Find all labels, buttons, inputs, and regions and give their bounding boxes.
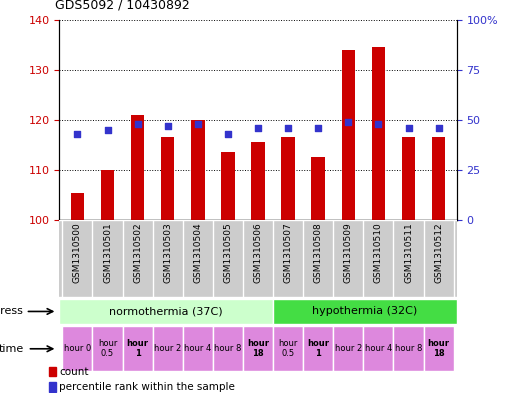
Text: GSM1310505: GSM1310505 [223,222,232,283]
Bar [153,326,183,371]
Point [103,127,111,133]
Text: hour
0.5: hour 0.5 [279,339,298,358]
Text: percentile rank within the sample: percentile rank within the sample [59,382,235,392]
Text: normothermia (37C): normothermia (37C) [109,307,223,316]
Text: hour 4: hour 4 [184,344,212,353]
Point [284,125,292,131]
Bar [183,326,213,371]
Bar [92,326,123,371]
Text: hour
18: hour 18 [428,339,449,358]
Bar [303,326,333,371]
Text: GDS5092 / 10430892: GDS5092 / 10430892 [55,0,190,12]
Bar [213,326,243,371]
Point [73,131,82,137]
Text: GSM1310511: GSM1310511 [404,222,413,283]
Bar [101,170,114,220]
Text: hour 4: hour 4 [365,344,392,353]
Text: hour 2: hour 2 [335,344,362,353]
Bar [123,326,153,371]
Text: GSM1310503: GSM1310503 [163,222,172,283]
Point [434,125,443,131]
Text: hour 8: hour 8 [395,344,422,353]
Point [374,121,382,127]
Bar [402,138,415,220]
Bar [59,299,273,324]
Text: GSM1310506: GSM1310506 [253,222,263,283]
Text: stress: stress [0,307,24,316]
Text: GSM1310502: GSM1310502 [133,222,142,283]
Bar [273,326,303,371]
Text: GSM1310512: GSM1310512 [434,222,443,283]
Bar [394,326,424,371]
Text: hour
1: hour 1 [126,339,149,358]
Text: hypothermia (32C): hypothermia (32C) [312,307,417,316]
Point [254,125,262,131]
Bar [221,152,235,220]
Text: hour
0.5: hour 0.5 [98,339,117,358]
Bar [312,158,325,220]
Bar [71,193,84,220]
Point [344,119,352,125]
Bar [161,138,174,220]
Point [224,131,232,137]
Text: GSM1310501: GSM1310501 [103,222,112,283]
Bar [131,115,144,220]
Text: hour
18: hour 18 [247,339,269,358]
Text: GSM1310510: GSM1310510 [374,222,383,283]
Bar [243,326,273,371]
Bar [372,47,385,220]
Point [314,125,322,131]
Point [194,121,202,127]
Bar [432,138,445,220]
Text: GSM1310507: GSM1310507 [284,222,293,283]
Text: hour 2: hour 2 [154,344,181,353]
Point [134,121,142,127]
Bar [281,138,295,220]
Text: count: count [59,367,89,377]
Text: GSM1310509: GSM1310509 [344,222,353,283]
Text: hour
1: hour 1 [307,339,329,358]
Point [164,123,172,129]
Bar [424,326,454,371]
Bar [49,382,56,391]
Text: hour 0: hour 0 [64,344,91,353]
Bar [191,120,204,220]
Text: GSM1310500: GSM1310500 [73,222,82,283]
Text: GSM1310508: GSM1310508 [314,222,322,283]
Text: GSM1310504: GSM1310504 [194,222,202,283]
Text: time: time [0,344,24,354]
Bar [62,326,92,371]
Bar [333,326,363,371]
Bar [342,50,355,220]
Bar [251,142,265,220]
Point [405,125,413,131]
Text: hour 8: hour 8 [214,344,241,353]
Bar [49,367,56,376]
Bar [363,326,394,371]
Bar [273,299,457,324]
